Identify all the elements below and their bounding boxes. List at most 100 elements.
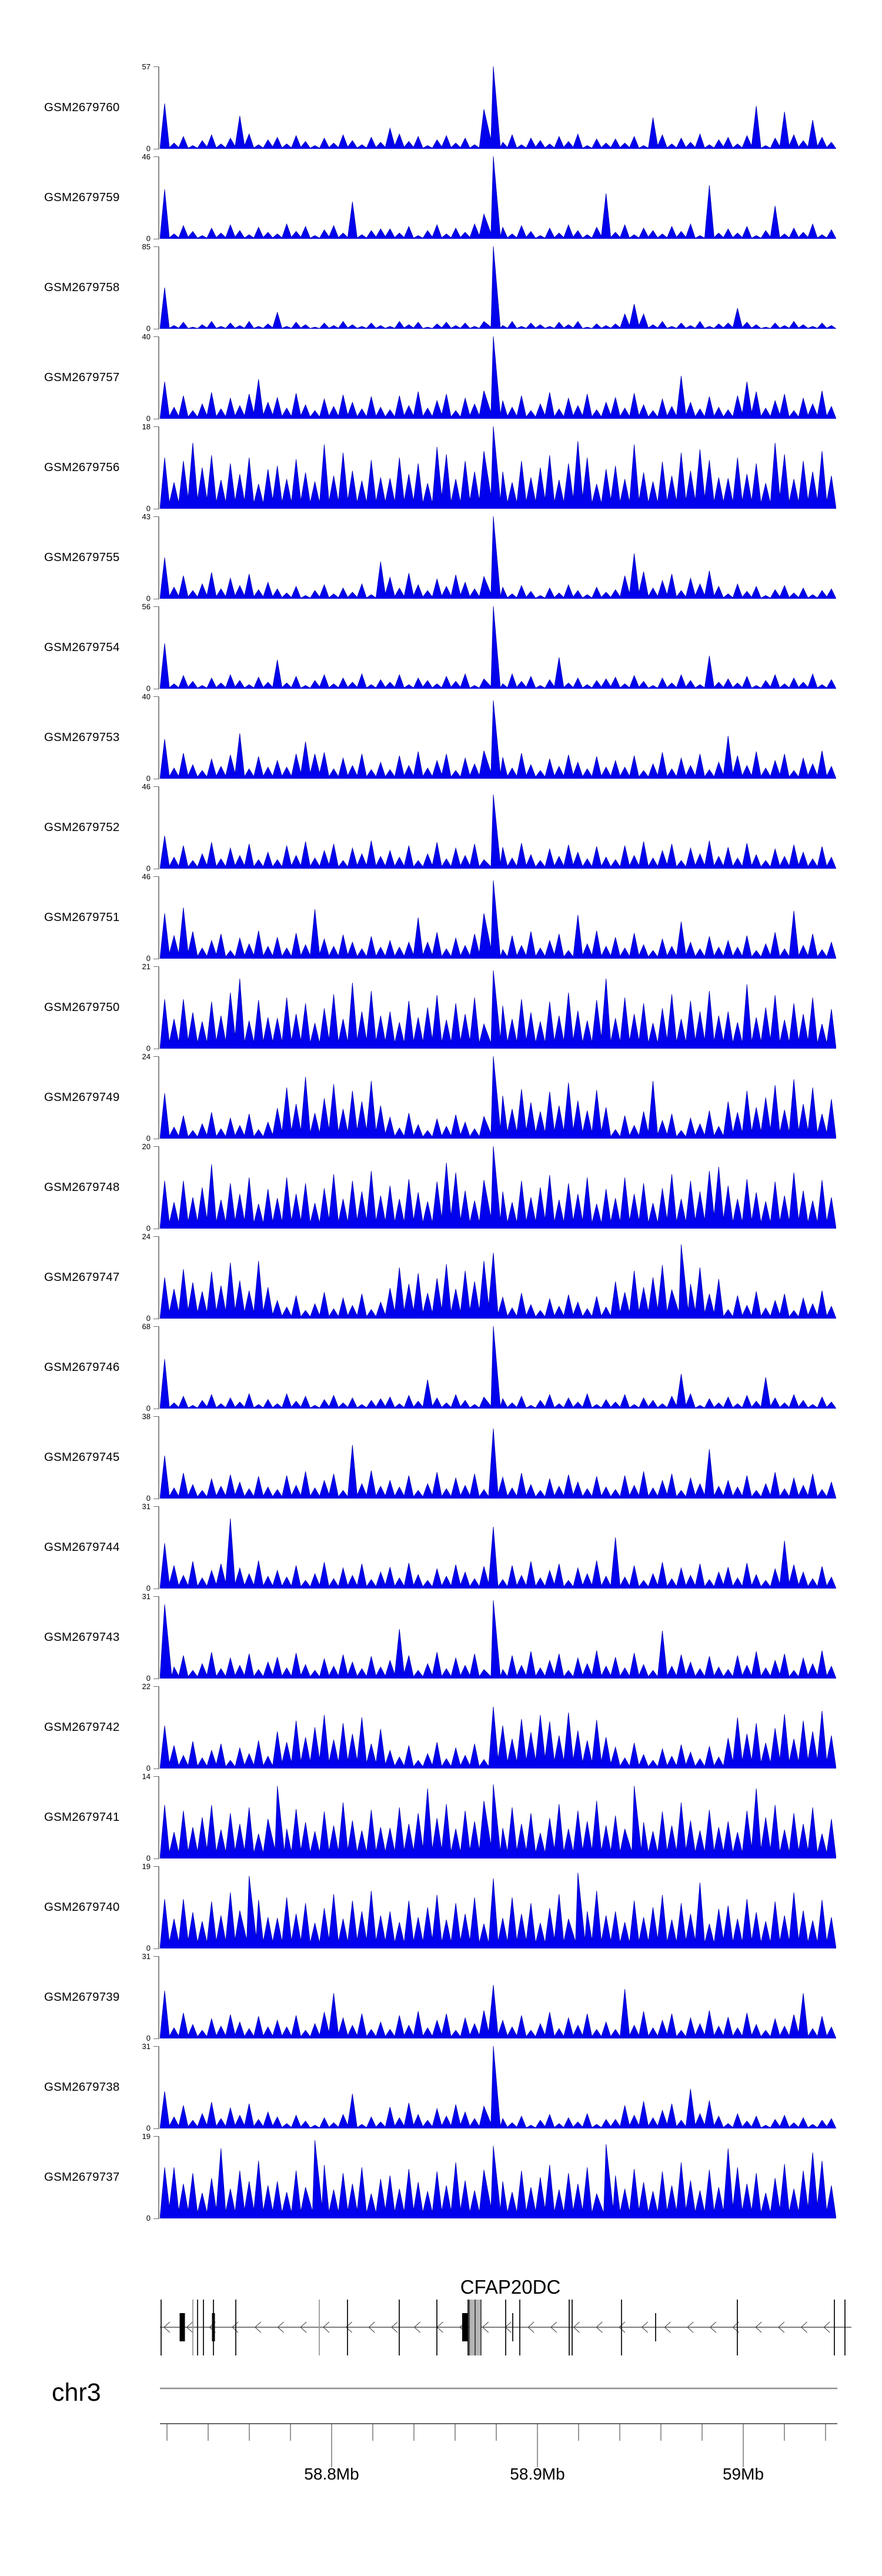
coverage-track-row: GSM2679756 18 0 <box>0 423 882 513</box>
coverage-polygon <box>160 66 836 149</box>
coverage-area <box>160 1326 836 1409</box>
minus-strand-arrow-icon <box>527 2321 534 2333</box>
track-ymax-label: 46 <box>142 782 151 791</box>
minus-strand-arrow-icon <box>823 2321 830 2333</box>
track-ymax-label: 21 <box>142 962 151 971</box>
y-axis-line <box>158 876 159 959</box>
track-zero-label: 0 <box>146 2124 151 2133</box>
track-label: GSM2679745 <box>44 1450 120 1464</box>
y-axis-line <box>158 336 159 419</box>
track-label: GSM2679744 <box>44 1540 120 1554</box>
track-zero-label: 0 <box>146 414 151 423</box>
track-label: GSM2679739 <box>44 1990 120 2004</box>
coverage-polygon <box>160 794 836 869</box>
y-axis-zero-tick <box>153 2128 159 2129</box>
y-axis-top-tick <box>153 1776 159 1777</box>
minus-strand-arrow-icon <box>800 2321 807 2333</box>
track-ymax-label: 57 <box>142 62 151 71</box>
track-ymax-label: 56 <box>142 602 151 611</box>
y-axis-top-tick <box>153 2135 159 2137</box>
coverage-area <box>160 2046 836 2128</box>
coding-exon-box <box>179 2313 185 2341</box>
coverage-track-row: GSM2679739 31 0 <box>0 1953 882 2042</box>
y-axis-zero-tick <box>153 148 159 149</box>
track-zero-label: 0 <box>146 144 151 153</box>
coverage-polygon <box>160 1984 836 2038</box>
coverage-polygon <box>160 246 836 329</box>
y-axis-zero-tick <box>153 328 159 329</box>
track-label: GSM2679758 <box>44 281 120 294</box>
coverage-area <box>160 1984 836 2038</box>
coverage-polygon <box>160 516 836 599</box>
minus-strand-arrow-icon <box>573 2321 580 2333</box>
coverage-track-row: GSM2679743 31 0 <box>0 1593 882 1682</box>
y-axis-top-tick <box>153 966 159 967</box>
track-zero-label: 0 <box>146 954 151 963</box>
track-ymax-label: 24 <box>142 1052 151 1061</box>
track-zero-label: 0 <box>146 504 151 513</box>
coverage-track-row: GSM2679757 40 0 <box>0 332 882 423</box>
coverage-track-row: GSM2679759 46 0 <box>0 153 882 242</box>
coverage-area <box>160 1518 836 1589</box>
minus-strand-arrow-icon <box>619 2321 626 2333</box>
track-ymax-label: 43 <box>142 512 151 521</box>
track-zero-label: 0 <box>146 1404 151 1413</box>
track-ymax-label: 22 <box>142 1682 151 1691</box>
track-zero-label: 0 <box>146 2034 151 2043</box>
track-ymax-label: 40 <box>142 332 151 341</box>
track-label: GSM2679740 <box>44 1900 120 1914</box>
y-axis-zero-tick <box>153 958 159 959</box>
track-zero-label: 0 <box>146 864 151 873</box>
track-ymax-label: 20 <box>142 1142 151 1151</box>
track-label: GSM2679760 <box>44 101 120 114</box>
y-axis-zero-tick <box>153 1948 159 1949</box>
y-axis-line <box>158 66 159 149</box>
coverage-track-row: GSM2679750 21 0 <box>0 962 882 1052</box>
y-axis-top-tick <box>153 696 159 697</box>
coverage-area <box>160 1428 836 1499</box>
minus-strand-arrow-icon <box>277 2321 284 2333</box>
coverage-polygon <box>160 1326 836 1409</box>
track-label: GSM2679742 <box>44 1720 120 1734</box>
y-axis-line <box>158 426 159 509</box>
coverage-area <box>160 1873 836 1948</box>
y-axis-zero-tick <box>153 868 159 869</box>
y-axis-zero-tick <box>153 2038 159 2039</box>
coverage-track-row: GSM2679742 22 0 <box>0 1682 882 1772</box>
track-zero-label: 0 <box>146 1854 151 1863</box>
coverage-area <box>160 2140 836 2218</box>
coverage-track-row: GSM2679749 24 0 <box>0 1052 882 1143</box>
y-axis-top-tick <box>153 1056 159 1057</box>
track-zero-label: 0 <box>146 594 151 603</box>
track-ymax-label: 24 <box>142 1232 151 1241</box>
coverage-area <box>160 246 836 329</box>
coding-exon-box <box>212 2313 215 2341</box>
track-zero-label: 0 <box>146 324 151 333</box>
track-label: GSM2679741 <box>44 1810 120 1824</box>
coverage-area <box>160 970 836 1049</box>
coverage-track-row: GSM2679752 46 0 <box>0 782 882 873</box>
minus-strand-arrow-icon <box>345 2321 352 2333</box>
track-label: GSM2679752 <box>44 820 120 834</box>
minus-strand-arrow-icon <box>550 2321 557 2333</box>
coverage-track-row: GSM2679747 24 0 <box>0 1232 882 1323</box>
track-zero-label: 0 <box>146 1134 151 1143</box>
minus-strand-arrow-icon <box>368 2321 375 2333</box>
coverage-track-row: GSM2679760 57 0 <box>0 62 882 153</box>
y-axis-line <box>158 1236 159 1319</box>
coverage-track-row: GSM2679754 56 0 <box>0 602 882 692</box>
track-label: GSM2679743 <box>44 1630 120 1644</box>
coverage-track-row: GSM2679738 31 0 <box>0 2043 882 2132</box>
track-zero-label: 0 <box>146 1944 151 1953</box>
track-zero-label: 0 <box>146 1314 151 1323</box>
minus-strand-arrow-icon <box>163 2321 171 2333</box>
coverage-polygon <box>160 156 836 239</box>
y-axis-line <box>158 1146 159 1229</box>
coverage-polygon <box>160 336 836 419</box>
y-axis-top-tick <box>153 426 159 427</box>
track-label: GSM2679747 <box>44 1270 120 1284</box>
y-axis-line <box>158 246 159 329</box>
track-zero-label: 0 <box>146 2214 151 2223</box>
axis-tick-label: 58.8Mb <box>304 2465 359 2483</box>
coverage-track-row: GSM2679741 14 0 <box>0 1773 882 1862</box>
